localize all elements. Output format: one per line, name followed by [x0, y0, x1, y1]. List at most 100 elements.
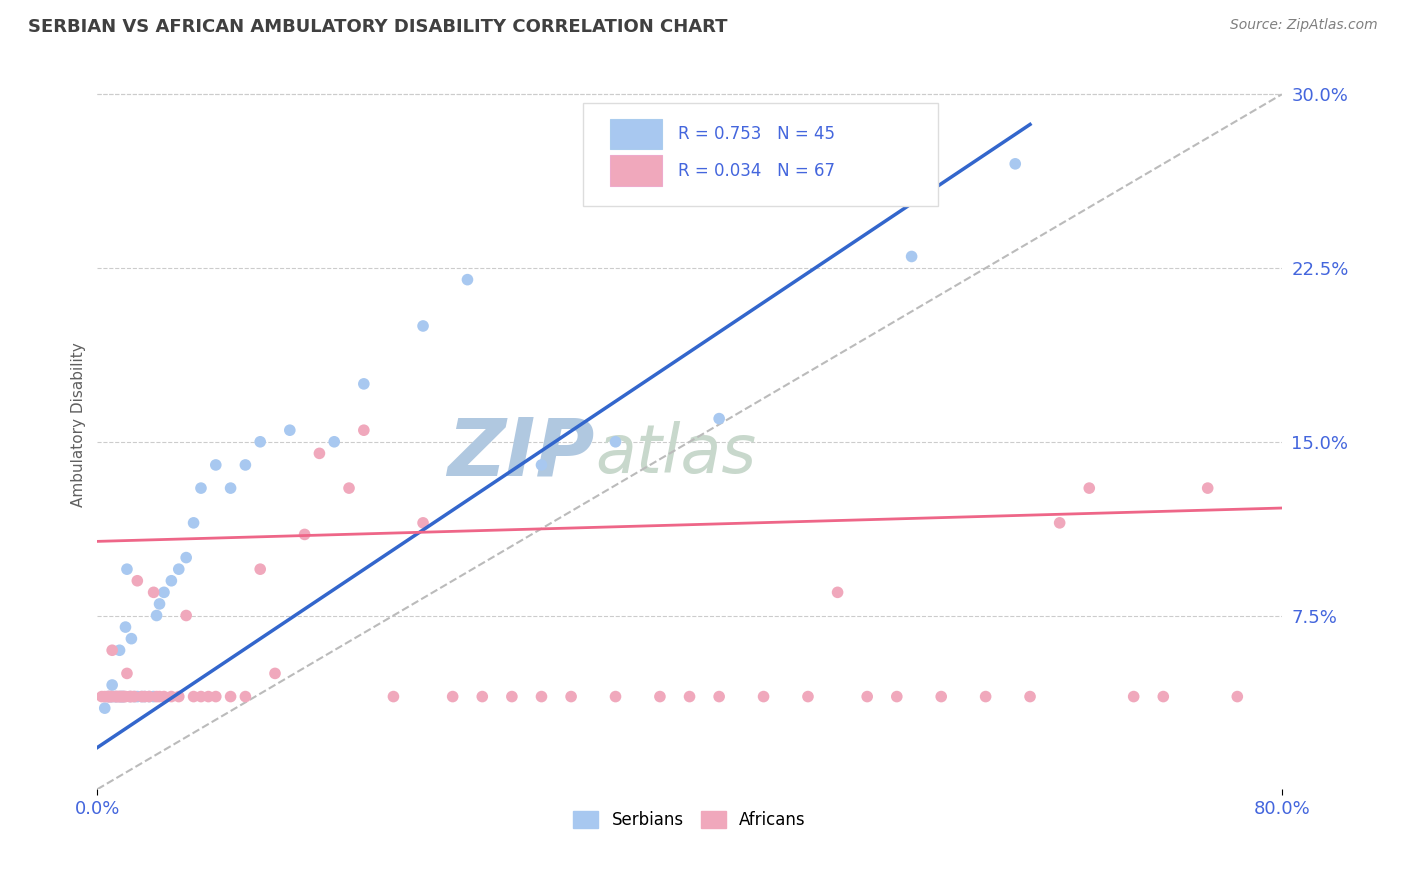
- Point: [856, 690, 879, 704]
- Point: [456, 273, 478, 287]
- Point: [605, 690, 627, 704]
- Text: ZIP: ZIP: [447, 415, 595, 492]
- Point: [120, 690, 142, 704]
- Point: [98, 690, 121, 704]
- Point: [110, 690, 132, 704]
- Point: [114, 690, 136, 704]
- Point: [100, 690, 122, 704]
- Point: [337, 481, 360, 495]
- Point: [929, 690, 952, 704]
- Point: [752, 690, 775, 704]
- Point: [105, 690, 128, 704]
- Point: [145, 690, 167, 704]
- Point: [219, 690, 242, 704]
- Point: [153, 690, 176, 704]
- Point: [190, 690, 212, 704]
- Point: [294, 527, 316, 541]
- Point: [678, 690, 700, 704]
- Point: [100, 690, 122, 704]
- Point: [118, 690, 141, 704]
- Point: [1049, 516, 1071, 530]
- FancyBboxPatch shape: [610, 155, 662, 186]
- Point: [204, 690, 226, 704]
- Legend: Serbians, Africans: Serbians, Africans: [567, 804, 813, 836]
- Point: [112, 690, 135, 704]
- Point: [101, 690, 124, 704]
- Point: [1019, 690, 1042, 704]
- Point: [886, 690, 908, 704]
- Point: [707, 411, 730, 425]
- Point: [160, 690, 183, 704]
- Point: [204, 458, 226, 472]
- Point: [94, 690, 117, 704]
- Point: [441, 690, 464, 704]
- Point: [167, 562, 190, 576]
- Point: [111, 690, 134, 704]
- Point: [112, 690, 135, 704]
- Point: [1078, 481, 1101, 495]
- Point: [264, 666, 287, 681]
- Point: [108, 643, 131, 657]
- Point: [118, 690, 141, 704]
- Point: [124, 690, 146, 704]
- FancyBboxPatch shape: [610, 119, 662, 149]
- Y-axis label: Ambulatory Disability: Ambulatory Disability: [72, 342, 86, 507]
- Point: [648, 690, 671, 704]
- Point: [530, 458, 553, 472]
- Point: [797, 690, 820, 704]
- Point: [145, 608, 167, 623]
- Point: [249, 434, 271, 449]
- Point: [278, 423, 301, 437]
- Point: [1122, 690, 1144, 704]
- Point: [235, 458, 257, 472]
- Point: [353, 423, 375, 437]
- Point: [219, 481, 242, 495]
- Point: [111, 690, 134, 704]
- Text: SERBIAN VS AFRICAN AMBULATORY DISABILITY CORRELATION CHART: SERBIAN VS AFRICAN AMBULATORY DISABILITY…: [28, 18, 728, 36]
- Point: [1152, 690, 1174, 704]
- Point: [153, 585, 176, 599]
- Text: atlas: atlas: [595, 421, 756, 487]
- Text: Source: ZipAtlas.com: Source: ZipAtlas.com: [1230, 18, 1378, 32]
- Point: [101, 643, 124, 657]
- Point: [183, 516, 205, 530]
- Point: [190, 481, 212, 495]
- Point: [412, 318, 434, 333]
- Point: [115, 666, 138, 681]
- Point: [900, 250, 922, 264]
- Point: [1197, 481, 1219, 495]
- Point: [101, 690, 124, 704]
- Point: [142, 585, 165, 599]
- Point: [174, 550, 197, 565]
- Point: [605, 434, 627, 449]
- Point: [138, 690, 160, 704]
- Point: [98, 690, 121, 704]
- Point: [97, 690, 120, 704]
- Text: R = 0.753   N = 45: R = 0.753 N = 45: [678, 125, 835, 143]
- Point: [827, 585, 849, 599]
- Point: [501, 690, 523, 704]
- Point: [104, 690, 127, 704]
- Point: [97, 690, 120, 704]
- Point: [235, 690, 257, 704]
- Point: [90, 690, 112, 704]
- Point: [134, 690, 156, 704]
- Point: [148, 690, 170, 704]
- Point: [131, 690, 153, 704]
- Point: [974, 690, 997, 704]
- Point: [249, 562, 271, 576]
- Point: [1004, 157, 1026, 171]
- Point: [94, 701, 117, 715]
- Point: [412, 516, 434, 530]
- Point: [1226, 690, 1249, 704]
- Point: [167, 690, 190, 704]
- Point: [707, 690, 730, 704]
- Text: R = 0.034   N = 67: R = 0.034 N = 67: [678, 161, 835, 179]
- Point: [104, 690, 127, 704]
- Point: [197, 690, 219, 704]
- Point: [107, 690, 129, 704]
- Point: [131, 690, 153, 704]
- Point: [323, 434, 346, 449]
- Point: [134, 690, 156, 704]
- Point: [471, 690, 494, 704]
